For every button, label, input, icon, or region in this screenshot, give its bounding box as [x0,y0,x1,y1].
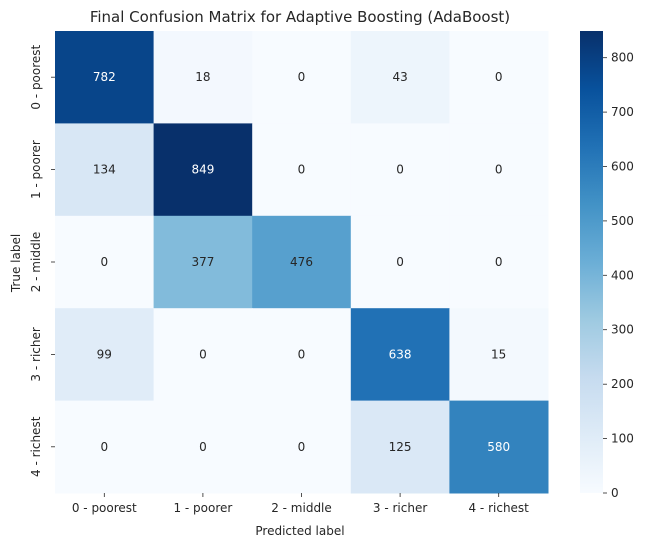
heatmap-cell [252,400,352,494]
y-tick-label: 2 - middle [29,232,43,293]
heatmap-cell [449,31,549,124]
heatmap-cell [449,308,549,402]
x-tick-label: 0 - poorest [72,501,137,515]
cell-value-label: 99 [97,347,112,361]
cell-value-label: 0 [396,255,404,269]
colorbar-tick-label: 300 [611,323,634,337]
heatmap-cell [153,123,253,217]
heatmap-cell [153,31,253,124]
colorbar-tick-label: 100 [611,432,634,446]
cell-value-label: 377 [191,255,214,269]
heatmap-cell [55,400,155,494]
heatmap-cell [449,215,549,309]
heatmap-cell [252,31,352,124]
cell-value-label: 18 [195,70,210,84]
x-axis-ticks: 0 - poorest 1 - poorer 2 - middle 3 - riche… [72,493,529,515]
cell-value-label: 782 [93,70,116,84]
cell-value-label: 849 [191,163,214,177]
y-tick-label: 4 - richest [29,416,43,477]
cell-value-label: 0 [199,440,207,454]
y-tick-label: 1 - poorer [29,140,43,199]
y-axis-ticks: 0 - poorest 1 - poorer 2 - middle 3 - riche… [29,44,55,477]
heatmap-cell [350,215,450,309]
y-tick-label: 0 - poorest [29,44,43,109]
cell-value-label: 476 [290,255,313,269]
heatmap-cell [252,308,352,402]
cell-value-label: 638 [389,347,412,361]
cell-value-label: 125 [389,440,412,454]
heatmap-cell [153,215,253,309]
cell-value-label: 0 [100,255,108,269]
cell-value-label: 0 [495,163,503,177]
heatmap-cell [252,215,352,309]
cell-value-label: 43 [392,70,407,84]
colorbar-tick-label: 700 [611,105,634,119]
colorbar-tick-label: 400 [611,268,634,282]
cell-value-label: 580 [487,440,510,454]
heatmap-cell [350,308,450,402]
heatmap-cell [153,400,253,494]
colorbar-tick-label: 600 [611,160,634,174]
cell-value-label: 0 [495,70,503,84]
cell-value-label: 0 [298,70,306,84]
cell-value-label: 0 [396,163,404,177]
cell-value-label: 0 [199,347,207,361]
colorbar-gradient [580,31,603,493]
cell-value-label: 0 [495,255,503,269]
heatmap-cell [55,215,155,309]
heatmap-cell [449,400,549,494]
heatmap-cell [350,31,450,124]
heatmap-cell [55,123,155,217]
heatmap-cell [252,123,352,217]
colorbar-tick-label: 0 [611,486,619,500]
heatmap-cell [153,308,253,402]
heatmap-cells: 782 18 0 43 0 134 849 0 0 0 0 377 476 0 0 99 0 0 638 15 0 0 0 1… [55,31,549,494]
heatmap-cell [55,31,155,124]
heatmap-cell [449,123,549,217]
cell-value-label: 0 [298,163,306,177]
heatmap-cell [350,400,450,494]
cell-value-label: 15 [491,347,506,361]
cell-value-label: 0 [100,440,108,454]
x-axis-label: Predicted label [255,524,344,538]
x-tick-label: 4 - richest [468,501,529,515]
x-tick-label: 3 - richer [373,501,427,515]
heatmap-cell [350,123,450,217]
y-axis-label: True label [9,234,23,293]
heatmap-cell [55,308,155,402]
y-tick-label: 3 - richer [29,327,43,381]
chart-title: Final Confusion Matrix for Adaptive Boos… [90,8,510,26]
colorbar-tick-label: 800 [611,51,634,65]
colorbar-tick-label: 500 [611,214,634,228]
colorbar: 0 100 200 300 400 500 600 700 800 [580,31,634,500]
cell-value-label: 0 [298,440,306,454]
colorbar-tick-label: 200 [611,377,634,391]
x-tick-label: 2 - middle [271,501,332,515]
x-tick-label: 1 - poorer [173,501,232,515]
cell-value-label: 0 [298,347,306,361]
cell-value-label: 134 [93,163,116,177]
